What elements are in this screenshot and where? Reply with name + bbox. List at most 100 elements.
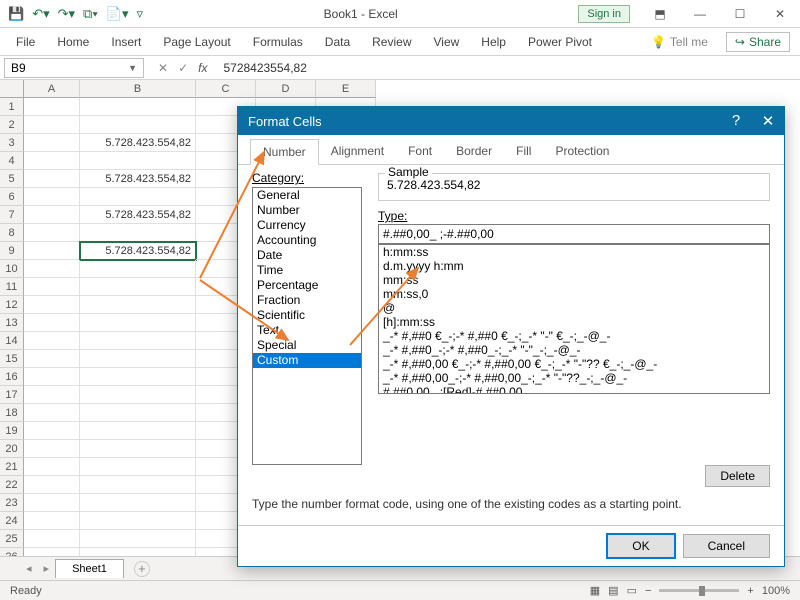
add-sheet-icon[interactable]: + xyxy=(134,561,150,577)
delete-button[interactable]: Delete xyxy=(705,465,770,487)
cell[interactable] xyxy=(80,476,196,494)
category-item[interactable]: Percentage xyxy=(253,278,361,293)
cell[interactable] xyxy=(80,224,196,242)
row-header[interactable]: 9 xyxy=(0,242,24,260)
cell[interactable] xyxy=(80,458,196,476)
cell[interactable] xyxy=(24,386,80,404)
cancel-button[interactable]: Cancel xyxy=(683,534,770,558)
type-item[interactable]: _-* #,##0,00 €_-;-* #,##0,00 €_-;_-* "-"… xyxy=(379,357,769,371)
ribbon-options-icon[interactable]: ⬒ xyxy=(640,0,680,28)
chevron-down-icon[interactable]: ▼ xyxy=(128,63,137,73)
cell[interactable] xyxy=(80,530,196,548)
category-item[interactable]: Time xyxy=(253,263,361,278)
formula-input[interactable]: 5728423554,82 xyxy=(217,59,800,77)
col-header[interactable]: A xyxy=(24,80,80,98)
ok-button[interactable]: OK xyxy=(607,534,674,558)
category-list[interactable]: GeneralNumberCurrencyAccountingDateTimeP… xyxy=(252,187,362,465)
type-item[interactable]: @ xyxy=(379,301,769,315)
cell[interactable] xyxy=(24,152,80,170)
col-header[interactable]: E xyxy=(316,80,376,98)
category-item[interactable]: Date xyxy=(253,248,361,263)
dialog-tab-protection[interactable]: Protection xyxy=(543,139,621,164)
ribbon-tab-data[interactable]: Data xyxy=(323,30,352,54)
save-icon[interactable]: 💾 xyxy=(8,6,24,22)
cell[interactable] xyxy=(24,260,80,278)
cell[interactable] xyxy=(24,98,80,116)
type-item[interactable]: [h]:mm:ss xyxy=(379,315,769,329)
ribbon-tab-help[interactable]: Help xyxy=(479,30,508,54)
row-header[interactable]: 25 xyxy=(0,530,24,548)
zoom-in-icon[interactable]: + xyxy=(747,585,753,597)
view-layout-icon[interactable]: ▤ xyxy=(608,584,618,597)
qat-icon[interactable]: ⧉▾ xyxy=(83,6,98,22)
cell[interactable] xyxy=(24,440,80,458)
sheet-nav-prev-icon[interactable]: ◂ xyxy=(26,562,32,575)
row-header[interactable]: 23 xyxy=(0,494,24,512)
cell[interactable] xyxy=(80,404,196,422)
cell[interactable] xyxy=(24,422,80,440)
row-header[interactable]: 20 xyxy=(0,440,24,458)
ribbon-tab-pagelayout[interactable]: Page Layout xyxy=(161,30,232,54)
cell[interactable] xyxy=(24,206,80,224)
type-item[interactable]: d.m.yyyy h:mm xyxy=(379,259,769,273)
type-item[interactable]: #.##0,00_ ;[Red]-#.##0,00 xyxy=(379,385,769,394)
cell[interactable]: 5.728.423.554,82 xyxy=(80,242,196,260)
cell[interactable] xyxy=(24,116,80,134)
cell[interactable] xyxy=(80,296,196,314)
row-header[interactable]: 15 xyxy=(0,350,24,368)
tellme[interactable]: 💡 Tell me xyxy=(651,35,708,49)
cell[interactable] xyxy=(80,368,196,386)
row-header[interactable]: 18 xyxy=(0,404,24,422)
column-headers[interactable]: ABCDE xyxy=(24,80,376,98)
dialog-tab-font[interactable]: Font xyxy=(396,139,444,164)
cell[interactable] xyxy=(80,512,196,530)
dialog-tab-fill[interactable]: Fill xyxy=(504,139,543,164)
type-item[interactable]: _-* #,##0,00_-;-* #,##0,00_-;_-* "-"??_-… xyxy=(379,371,769,385)
row-header[interactable]: 6 xyxy=(0,188,24,206)
fx-icon[interactable]: fx xyxy=(198,61,207,75)
cell[interactable] xyxy=(80,188,196,206)
row-header[interactable]: 4 xyxy=(0,152,24,170)
share-button[interactable]: ↪ Share xyxy=(726,32,790,52)
help-icon[interactable]: ? xyxy=(720,112,752,130)
cell[interactable] xyxy=(24,530,80,548)
row-header[interactable]: 5 xyxy=(0,170,24,188)
cell[interactable] xyxy=(80,278,196,296)
cell[interactable] xyxy=(24,242,80,260)
maximize-icon[interactable]: ☐ xyxy=(720,0,760,28)
close-icon[interactable]: ✕ xyxy=(760,0,800,28)
cell[interactable] xyxy=(24,350,80,368)
type-input[interactable] xyxy=(378,224,770,244)
ribbon-tab-home[interactable]: Home xyxy=(55,30,91,54)
redo-icon[interactable]: ↷▾ xyxy=(58,6,75,22)
cell[interactable] xyxy=(24,512,80,530)
row-header[interactable]: 12 xyxy=(0,296,24,314)
cell[interactable] xyxy=(80,314,196,332)
col-header[interactable]: B xyxy=(80,80,196,98)
cell[interactable] xyxy=(24,278,80,296)
cell[interactable] xyxy=(24,170,80,188)
cell[interactable]: 5.728.423.554,82 xyxy=(80,170,196,188)
view-normal-icon[interactable]: ▦ xyxy=(590,584,600,597)
type-item[interactable]: _-* #,##0 €_-;-* #,##0 €_-;_-* "-" €_-;_… xyxy=(379,329,769,343)
type-item[interactable]: mm:ss,0 xyxy=(379,287,769,301)
row-header[interactable]: 7 xyxy=(0,206,24,224)
cell[interactable] xyxy=(80,116,196,134)
cell[interactable] xyxy=(80,332,196,350)
cancel-icon[interactable]: ✕ xyxy=(158,61,168,75)
cell[interactable]: 5.728.423.554,82 xyxy=(80,134,196,152)
cell[interactable] xyxy=(24,314,80,332)
cell[interactable] xyxy=(80,422,196,440)
enter-icon[interactable]: ✓ xyxy=(178,61,188,75)
row-header[interactable]: 1 xyxy=(0,98,24,116)
type-item[interactable]: h:mm:ss xyxy=(379,245,769,259)
row-header[interactable]: 21 xyxy=(0,458,24,476)
cell[interactable] xyxy=(24,224,80,242)
cell[interactable] xyxy=(24,494,80,512)
row-header[interactable]: 13 xyxy=(0,314,24,332)
cell[interactable] xyxy=(24,134,80,152)
cell[interactable] xyxy=(80,350,196,368)
cell[interactable] xyxy=(24,458,80,476)
cell[interactable] xyxy=(24,476,80,494)
category-item[interactable]: Currency xyxy=(253,218,361,233)
